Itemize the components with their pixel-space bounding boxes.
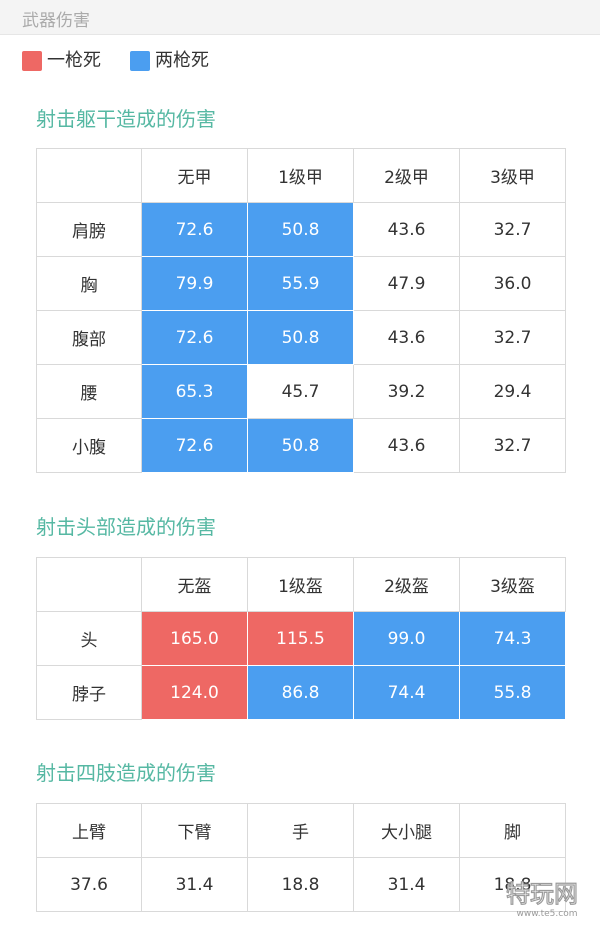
row-label: 脖子 — [36, 665, 142, 720]
limbs-damage-table: 上臂 下臂 手 大小腿 脚 37.6 31.4 18.8 31.4 18.8 — [36, 803, 566, 912]
damage-cell: 50.8 — [247, 310, 354, 365]
damage-cell: 43.6 — [353, 310, 460, 365]
column-header: 2级盔 — [353, 557, 460, 612]
table-row: 胸 79.9 55.9 47.9 36.0 — [36, 256, 566, 311]
table-row: 脖子 124.0 86.8 74.4 55.8 — [36, 665, 566, 720]
damage-cell: 74.4 — [353, 665, 460, 720]
damage-cell: 79.9 — [141, 256, 248, 311]
column-header: 无甲 — [141, 148, 248, 203]
column-header: 手 — [247, 803, 354, 858]
head-damage-table: 无盔 1级盔 2级盔 3级盔头 165.0 115.5 99.0 74.3 脖子 124.0 86.… — [36, 557, 566, 720]
damage-cell: 47.9 — [353, 256, 460, 311]
damage-cell: 32.7 — [459, 310, 566, 365]
legend-label: 一枪死 — [47, 50, 101, 71]
damage-cell: 18.8 — [459, 857, 566, 912]
row-label: 小腹 — [36, 418, 142, 473]
damage-cell: 74.3 — [459, 611, 566, 666]
column-header: 上臂 — [36, 803, 142, 858]
damage-cell: 43.6 — [353, 418, 460, 473]
legend-swatch-blue — [130, 51, 150, 71]
table-row: 腹部 72.6 50.8 43.6 32.7 — [36, 310, 566, 365]
column-header: 大小腿 — [353, 803, 460, 858]
damage-cell: 31.4 — [141, 857, 248, 912]
damage-cell: 65.3 — [141, 364, 248, 419]
damage-cell: 32.7 — [459, 418, 566, 473]
page-title: 武器伤害 — [22, 11, 90, 31]
damage-cell: 165.0 — [141, 611, 248, 666]
section-title-limbs: 射击四肢造成的伤害 — [36, 761, 216, 785]
watermark-logo: 特玩网 www.te5.com — [505, 879, 578, 919]
column-header: 1级盔 — [247, 557, 354, 612]
damage-cell: 18.8 — [247, 857, 354, 912]
row-label: 肩膀 — [36, 202, 142, 257]
row-label: 头 — [36, 611, 142, 666]
torso-header-row: 无甲 1级甲 2级甲 3级甲 — [36, 148, 566, 203]
watermark-text: 特玩网 — [506, 880, 578, 908]
damage-cell: 36.0 — [459, 256, 566, 311]
row-label: 腹部 — [36, 310, 142, 365]
limbs-value-row: 37.6 31.4 18.8 31.4 18.8 — [36, 857, 566, 912]
damage-cell: 50.8 — [247, 202, 354, 257]
damage-cell: 29.4 — [459, 364, 566, 419]
damage-cell: 55.8 — [459, 665, 566, 720]
column-header: 脚 — [459, 803, 566, 858]
column-header: 2级甲 — [353, 148, 460, 203]
damage-cell: 72.6 — [141, 418, 248, 473]
legend-label: 两枪死 — [155, 50, 209, 71]
table-row: 肩膀 72.6 50.8 43.6 32.7 — [36, 202, 566, 257]
column-header: 无盔 — [141, 557, 248, 612]
column-header: 3级盔 — [459, 557, 566, 612]
row-label: 胸 — [36, 256, 142, 311]
damage-cell: 45.7 — [247, 364, 354, 419]
damage-cell: 86.8 — [247, 665, 354, 720]
legend-swatch-red — [22, 51, 42, 71]
top-bar: 武器伤害 — [0, 0, 600, 35]
damage-cell: 124.0 — [141, 665, 248, 720]
limbs-header-row: 上臂 下臂 手 大小腿 脚 — [36, 803, 566, 858]
column-header: 3级甲 — [459, 148, 566, 203]
column-header: 1级甲 — [247, 148, 354, 203]
damage-cell: 31.4 — [353, 857, 460, 912]
damage-cell: 115.5 — [247, 611, 354, 666]
damage-cell: 32.7 — [459, 202, 566, 257]
damage-cell: 72.6 — [141, 310, 248, 365]
damage-cell: 43.6 — [353, 202, 460, 257]
table-row: 头 165.0 115.5 99.0 74.3 — [36, 611, 566, 666]
table-row: 腰 65.3 45.7 39.2 29.4 — [36, 364, 566, 419]
corner-cell — [36, 557, 142, 612]
damage-cell: 37.6 — [36, 857, 142, 912]
damage-cell: 99.0 — [353, 611, 460, 666]
column-header: 下臂 — [141, 803, 248, 858]
head-header-row: 无盔 1级盔 2级盔 3级盔 — [36, 557, 566, 612]
damage-cell: 55.9 — [247, 256, 354, 311]
damage-cell: 72.6 — [141, 202, 248, 257]
row-label: 腰 — [36, 364, 142, 419]
watermark-url: www.te5.com — [517, 909, 578, 919]
damage-cell: 39.2 — [353, 364, 460, 419]
damage-cell: 50.8 — [247, 418, 354, 473]
section-title-torso: 射击躯干造成的伤害 — [36, 107, 216, 131]
section-title-head: 射击头部造成的伤害 — [36, 515, 216, 539]
torso-damage-table: 无甲 1级甲 2级甲 3级甲 肩膀 72.6 50.8 43.6 32.7 胸 79.9 55.9 47… — [36, 148, 566, 473]
table-row: 小腹 72.6 50.8 43.6 32.7 — [36, 418, 566, 473]
corner-cell — [36, 148, 142, 203]
